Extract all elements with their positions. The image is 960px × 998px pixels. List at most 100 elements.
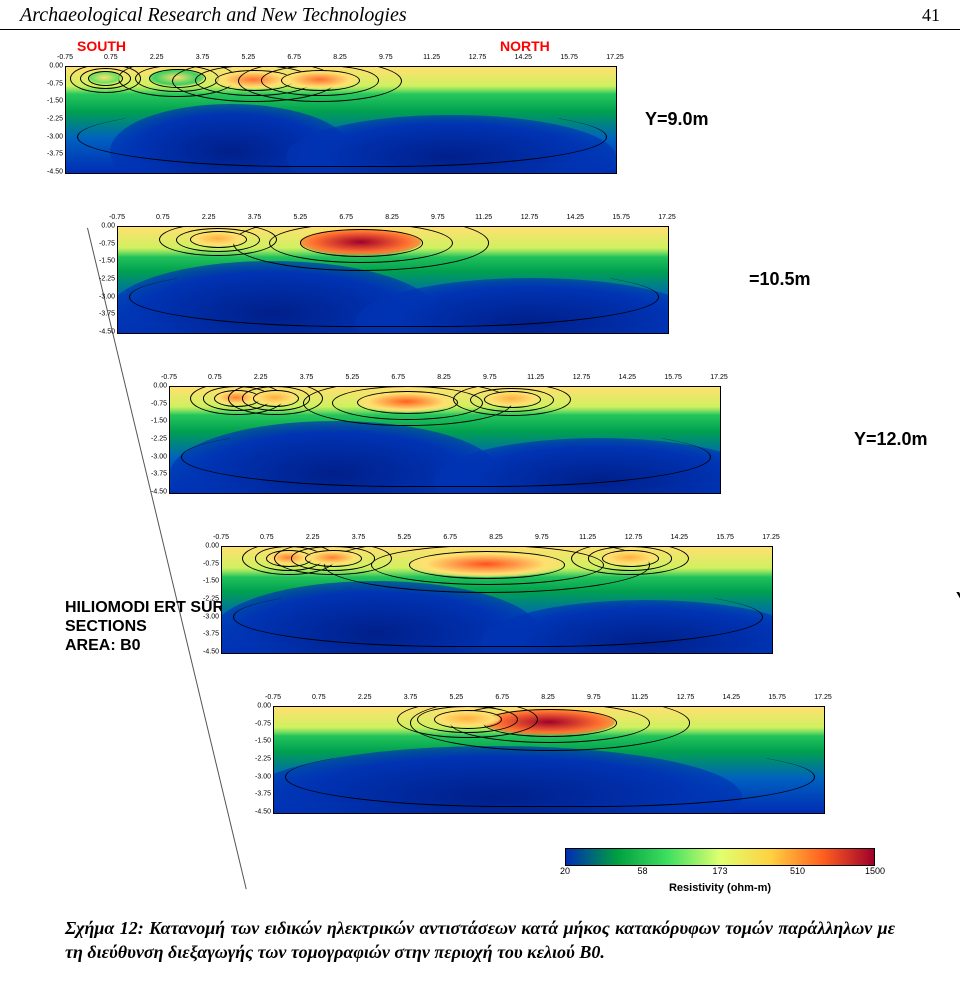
x-tick-label: 3.75 <box>248 214 262 221</box>
x-tick-label: -0.75 <box>265 694 281 701</box>
y-tick-label: -1.50 <box>47 98 63 105</box>
x-tick-label: -0.75 <box>109 214 125 221</box>
y-tick-label: -3.00 <box>47 133 63 140</box>
y-tick-label: -3.00 <box>203 613 219 620</box>
y-tick-label: -2.25 <box>203 596 219 603</box>
tomography-panel <box>221 546 773 654</box>
x-tick-label: 5.25 <box>242 54 256 61</box>
y-tick-label: -0.75 <box>47 80 63 87</box>
x-tick-label: 15.75 <box>716 534 734 541</box>
y-tick-label: -1.50 <box>255 738 271 745</box>
y-tick-label: -3.75 <box>203 631 219 638</box>
x-tick-label: -0.75 <box>57 54 73 61</box>
y-tick-label: -2.25 <box>47 116 63 123</box>
x-tick-label: 0.75 <box>312 694 326 701</box>
x-tick-label: 11.25 <box>579 534 596 541</box>
x-tick-label: 8.25 <box>541 694 555 701</box>
y-tick-label: -4.50 <box>203 649 219 656</box>
tomography-panel <box>117 226 669 334</box>
ert-section: -0.750.752.253.755.256.758.259.7511.2512… <box>169 374 719 494</box>
y-tick-label: -4.50 <box>151 489 167 496</box>
x-tick-label: 11.25 <box>423 54 440 61</box>
colorbar-gradient <box>565 848 875 866</box>
y-axis-ticks: 0.00-0.75-1.50-2.25-3.00-3.75-4.50 <box>245 706 271 812</box>
x-axis-ticks: -0.750.752.253.755.256.758.259.7511.2512… <box>117 214 667 226</box>
x-tick-label: 15.75 <box>560 54 578 61</box>
x-tick-label: 15.75 <box>612 214 630 221</box>
y-tick-label: 0.00 <box>205 543 219 550</box>
section-y-label: Y=13.5m <box>956 589 960 610</box>
x-tick-label: 11.25 <box>631 694 648 701</box>
section-y-label: =10.5m <box>749 269 811 290</box>
contour-line <box>181 427 711 486</box>
y-tick-label: 0.00 <box>153 383 167 390</box>
x-tick-label: 14.25 <box>619 374 637 381</box>
x-tick-label: 0.75 <box>260 534 274 541</box>
running-title: Archaeological Research and New Technolo… <box>20 4 407 27</box>
y-tick-label: -4.50 <box>255 809 271 816</box>
x-tick-label: 9.75 <box>379 54 393 61</box>
x-tick-label: 9.75 <box>587 694 601 701</box>
x-tick-label: 0.75 <box>104 54 118 61</box>
y-tick-label: -2.25 <box>255 756 271 763</box>
tomography-panel <box>65 66 617 174</box>
ert-section: -0.750.752.253.755.256.758.259.7511.2512… <box>221 534 771 654</box>
tomography-panel <box>273 706 825 814</box>
x-tick-label: 11.25 <box>527 374 544 381</box>
y-axis-ticks: 0.00-0.75-1.50-2.25-3.00-3.75-4.50 <box>37 66 63 172</box>
x-tick-label: 14.25 <box>671 534 689 541</box>
y-tick-label: -2.25 <box>151 436 167 443</box>
page-number: 41 <box>922 5 940 26</box>
y-tick-label: -0.75 <box>203 560 219 567</box>
x-tick-label: -0.75 <box>213 534 229 541</box>
x-axis-ticks: -0.750.752.253.755.256.758.259.7511.2512… <box>65 54 615 66</box>
figure-caption: Σχήμα 12: Κατανομή των ειδικών ηλεκτρικώ… <box>65 916 895 965</box>
x-tick-label: 8.25 <box>333 54 347 61</box>
x-axis-ticks: -0.750.752.253.755.256.758.259.7511.2512… <box>169 374 719 386</box>
x-tick-label: 3.75 <box>404 694 418 701</box>
x-tick-label: 5.25 <box>398 534 412 541</box>
x-tick-label: 12.75 <box>469 54 487 61</box>
x-tick-label: 2.25 <box>150 54 164 61</box>
x-tick-label: 0.75 <box>156 214 170 221</box>
colorbar-tick-label: 1500 <box>865 866 885 876</box>
contour-line <box>285 747 815 806</box>
y-tick-label: -3.00 <box>255 773 271 780</box>
x-tick-label: 2.25 <box>306 534 320 541</box>
y-tick-label: -1.50 <box>151 418 167 425</box>
page-header: Archaeological Research and New Technolo… <box>0 0 960 30</box>
x-axis-ticks: -0.750.752.253.755.256.758.259.7511.2512… <box>221 534 771 546</box>
y-tick-label: 0.00 <box>257 703 271 710</box>
colorbar-tick-label: 510 <box>790 866 805 876</box>
y-tick-label: -3.00 <box>151 453 167 460</box>
x-tick-label: 12.75 <box>521 214 539 221</box>
x-tick-label: 14.25 <box>515 54 533 61</box>
x-tick-label: 17.25 <box>606 54 624 61</box>
x-tick-label: 8.25 <box>489 534 503 541</box>
x-tick-label: 12.75 <box>573 374 591 381</box>
figure-panel-stack: SOUTHNORTHHILIOMODI ERT SURVEYSECTIONSAR… <box>45 38 915 908</box>
x-tick-label: 3.75 <box>352 534 366 541</box>
x-tick-label: 12.75 <box>625 534 643 541</box>
y-tick-label: 0.00 <box>49 63 63 70</box>
x-tick-label: 12.75 <box>677 694 695 701</box>
contour-line <box>233 587 763 646</box>
x-tick-label: 5.25 <box>450 694 464 701</box>
direction-label-north: NORTH <box>500 38 550 54</box>
y-tick-label: -3.75 <box>151 471 167 478</box>
x-tick-label: -0.75 <box>161 374 177 381</box>
x-axis-ticks: -0.750.752.253.755.256.758.259.7511.2512… <box>273 694 823 706</box>
x-tick-label: 6.75 <box>495 694 509 701</box>
colorbar-title: Resistivity (ohm-m) <box>565 882 875 894</box>
x-tick-label: 6.75 <box>443 534 457 541</box>
y-tick-label: -0.75 <box>99 240 115 247</box>
y-tick-label: -3.75 <box>255 791 271 798</box>
x-tick-label: 14.25 <box>723 694 741 701</box>
x-tick-label: 9.75 <box>535 534 549 541</box>
y-axis-ticks: 0.00-0.75-1.50-2.25-3.00-3.75-4.50 <box>89 226 115 332</box>
y-tick-label: -2.25 <box>99 276 115 283</box>
x-tick-label: 17.25 <box>762 534 780 541</box>
x-tick-label: 0.75 <box>208 374 222 381</box>
x-tick-label: 17.25 <box>710 374 728 381</box>
contour-line <box>129 267 659 326</box>
